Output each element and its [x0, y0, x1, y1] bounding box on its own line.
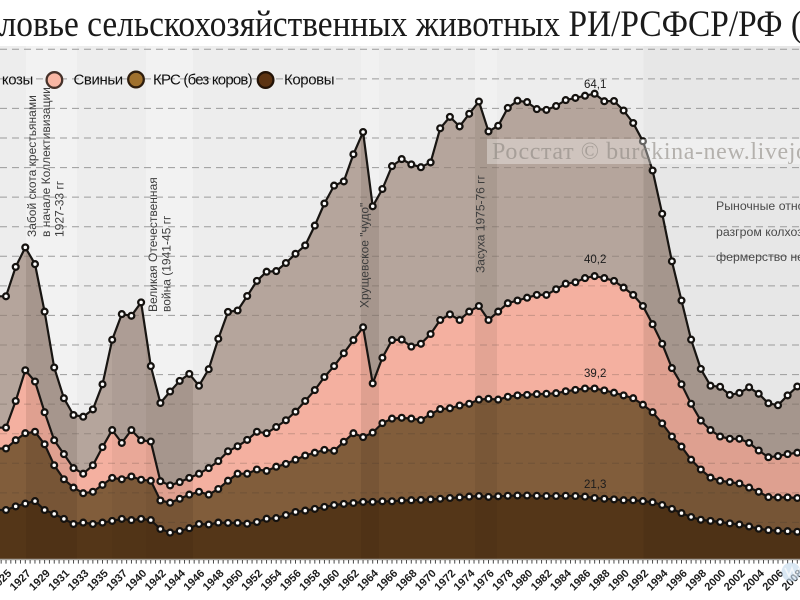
svg-text:Забой скота крестьянами: Забой скота крестьянами — [25, 95, 39, 237]
svg-text:в начале Коллективизации: в начале Коллективизации — [39, 87, 53, 237]
svg-text:КРС (без коров): КРС (без коров) — [153, 72, 253, 89]
svg-text:21,3: 21,3 — [584, 479, 606, 491]
svg-text:разгром колхозов и: разгром колхозов и — [716, 225, 800, 239]
svg-text:Поголовье сельскохозяйственных: Поголовье сельскохозяйственных животных … — [0, 4, 800, 45]
svg-text:Рыночные отношения,: Рыночные отношения, — [716, 199, 800, 213]
svg-text:Великая Отечественная: Великая Отечественная — [146, 177, 160, 312]
svg-text:1927-33 гг: 1927-33 гг — [53, 180, 67, 237]
svg-text:40,2: 40,2 — [584, 254, 606, 266]
svg-text:фермерство не: фермерство не — [716, 250, 800, 264]
svg-text:64,1: 64,1 — [584, 79, 606, 91]
svg-text:Хрущевское "чудо": Хрущевское "чудо" — [358, 203, 372, 308]
svg-text:Засуха 1975-76 гг: Засуха 1975-76 гг — [474, 174, 488, 273]
svg-text:война (1941-45 гг: война (1941-45 гг — [160, 215, 174, 312]
svg-text:Росстат © burckina-new.livejou: Росстат © burckina-new.livejour — [492, 139, 800, 165]
svg-text:Свиньи: Свиньи — [74, 72, 123, 89]
svg-text:Коровы: Коровы — [284, 72, 334, 89]
svg-text:39,2: 39,2 — [584, 368, 606, 380]
svg-text:Овцы и козы: Овцы и козы — [0, 72, 33, 89]
